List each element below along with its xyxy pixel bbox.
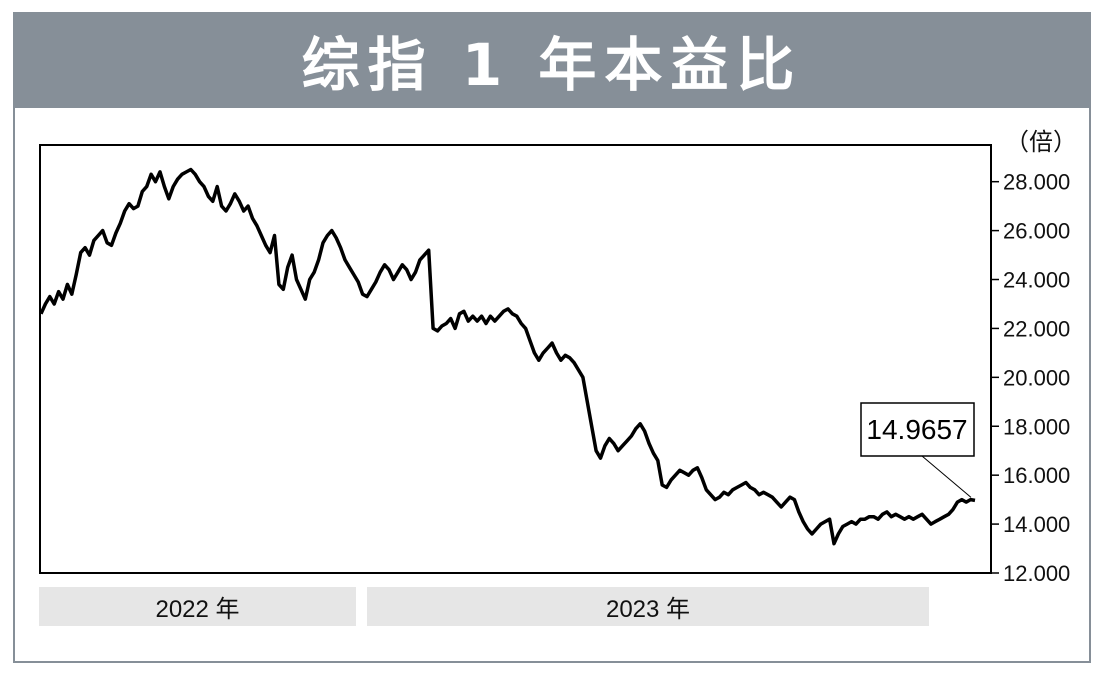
chart-frame [13,12,1091,663]
year-label-2023: 2023 年 [605,596,691,623]
title-bar: 综指 1 年本益比 [13,12,1091,108]
year-band-2023: 2023 年 [367,587,929,626]
last-value-box [860,402,975,457]
y-tick-label-2: 16.000 [1003,463,1070,488]
y-tick-label-3: 18.000 [1003,414,1070,439]
y-tick-label-1: 14.000 [1003,512,1070,537]
last-value-label: 14.9657 [866,414,967,445]
chart-title: 综指 1 年本益比 [301,31,803,99]
callout-leader [921,455,972,498]
y-tick-label-0: 12.000 [1003,561,1070,586]
year-label-2022: 2022 年 [155,596,240,623]
y-tick-label-4: 20.000 [1003,365,1070,390]
y-tick-label-6: 24.000 [1003,268,1070,293]
plot-area [39,144,992,574]
y-tick-label-7: 26.000 [1003,219,1070,244]
y-unit-label: （倍） [1005,128,1077,156]
year-band-2022: 2022 年 [39,587,356,626]
series-line [39,167,976,546]
y-tick-label-5: 22.000 [1003,316,1070,341]
y-tick-label-8: 28.000 [1003,170,1070,195]
